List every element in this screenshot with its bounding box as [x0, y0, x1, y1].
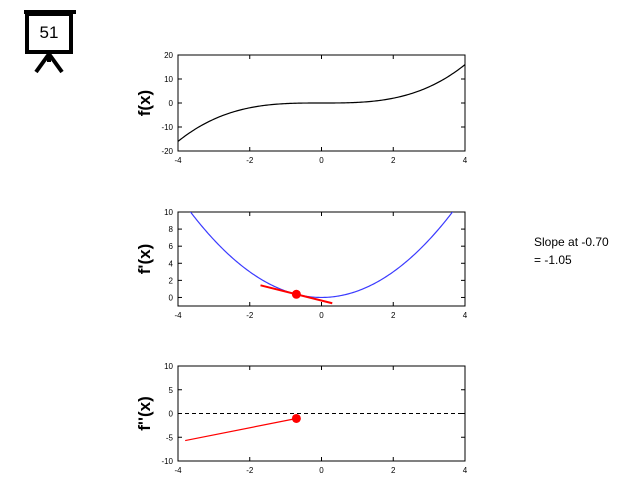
presentation-icon — [24, 10, 76, 74]
f-curve — [178, 64, 465, 142]
y-tick-label: 10 — [164, 75, 173, 84]
y-tick-label: 6 — [169, 242, 174, 251]
x-tick-label: 4 — [463, 156, 468, 165]
highlight-point — [291, 413, 301, 423]
x-tick-label: 2 — [391, 156, 396, 165]
y-tick-label: 4 — [169, 259, 174, 268]
y-tick-label: 10 — [164, 362, 173, 371]
x-tick-label: 2 — [391, 466, 396, 475]
highlight-point — [291, 289, 301, 299]
x-tick-label: 2 — [391, 311, 396, 320]
x-tick-label: -2 — [246, 311, 254, 320]
slope-annotation-line1: Slope at -0.70 — [534, 235, 609, 249]
x-tick-label: -4 — [174, 156, 182, 165]
fsecond-trace — [185, 417, 297, 442]
slide-number: 51 — [39, 22, 59, 42]
x-tick-label: -2 — [246, 466, 254, 475]
fprime-curve — [189, 212, 454, 299]
y-axis-label: f(x) — [135, 90, 154, 116]
y-tick-label: 0 — [169, 99, 174, 108]
y-tick-label: 20 — [164, 51, 173, 60]
plot-frame-fprime — [177, 211, 466, 307]
y-tick-label: -5 — [166, 433, 174, 442]
x-tick-label: -2 — [246, 156, 254, 165]
y-tick-label: -10 — [161, 457, 173, 466]
x-tick-label: 0 — [319, 311, 324, 320]
x-tick-label: -4 — [174, 311, 182, 320]
y-tick-label: 2 — [169, 276, 174, 285]
y-tick-label: -10 — [161, 123, 173, 132]
panel-fsecond: -4 -2 0 2 4 -10 -5 0 5 10 f''(x) — [135, 362, 468, 475]
panel-fprime: -4 -2 0 2 4 0 2 4 6 8 10 f'(x) — [135, 208, 468, 320]
y-axis-label: f'(x) — [135, 244, 154, 274]
y-tick-label: 8 — [169, 225, 174, 234]
y-tick-label: 5 — [169, 386, 174, 395]
slope-annotation: Slope at -0.70 = -1.05 — [534, 233, 609, 269]
slope-annotation-line2: = -1.05 — [534, 253, 572, 267]
y-tick-label: 10 — [164, 208, 173, 217]
plot-area-f — [178, 64, 465, 142]
y-tick-label: 0 — [169, 293, 174, 302]
x-tick-label: -4 — [174, 466, 182, 475]
x-tick-label: 0 — [319, 156, 324, 165]
plot-area-fsecond — [178, 413, 465, 442]
x-tick-label: 0 — [319, 466, 324, 475]
x-tick-label: 4 — [463, 311, 468, 320]
y-tick-label: 0 — [169, 410, 174, 419]
y-tick-label: -20 — [161, 147, 173, 156]
y-axis-label: f''(x) — [135, 396, 154, 431]
plot-area-fprime — [189, 212, 454, 299]
x-tick-label: 4 — [463, 466, 468, 475]
